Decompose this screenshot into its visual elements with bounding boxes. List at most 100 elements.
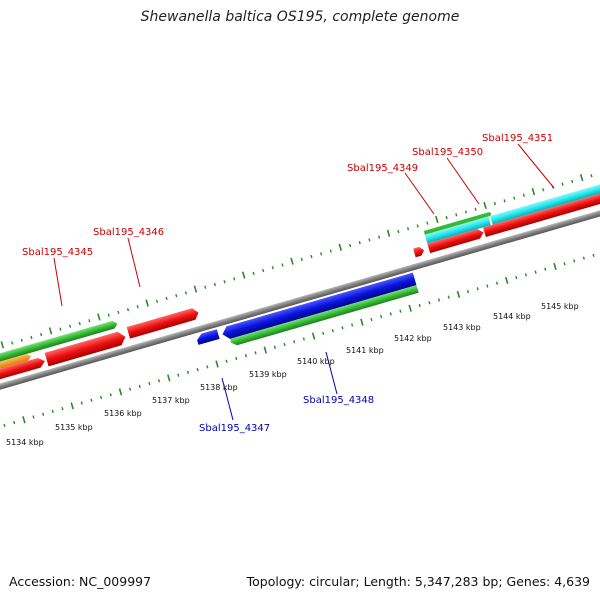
minor-tick (320, 252, 323, 256)
minor-tick (563, 262, 566, 266)
minor-tick (464, 210, 468, 214)
major-tick (290, 257, 294, 265)
minor-tick (262, 268, 265, 273)
major-tick (193, 285, 198, 293)
forward-cds-feature (413, 246, 425, 258)
gene-callouts: Sbal195_4345 Sbal195_4346 Sbal195_4347 S… (22, 133, 555, 434)
minor-tick (90, 398, 93, 402)
minor-tick (513, 196, 516, 200)
minor-tick (126, 307, 130, 312)
gene-label: Sbal195_4348 (303, 395, 374, 406)
minor-tick (466, 289, 470, 294)
minor-tick (283, 342, 286, 347)
major-tick (386, 229, 391, 237)
major-tick (263, 346, 268, 354)
forward-cds-feature (44, 331, 126, 367)
minor-tick (273, 345, 276, 349)
minor-tick (416, 224, 419, 228)
minor-tick (503, 199, 506, 203)
minor-tick (476, 287, 479, 291)
minor-tick (486, 284, 489, 288)
minor-tick (223, 280, 226, 284)
minor-tick (155, 299, 159, 303)
minor-tick (271, 266, 274, 270)
minor-tick (399, 309, 402, 313)
minor-tick (109, 393, 112, 397)
gene-label: Sbal195_4347 (199, 423, 270, 434)
minor-tick (252, 271, 255, 275)
callout-line (127, 237, 141, 288)
forward-tick-row (0, 174, 593, 349)
minor-tick (455, 213, 458, 217)
axis-label: 5138 kbp (200, 383, 238, 392)
gene-label: Sbal195_4349 (347, 163, 418, 174)
minor-tick (20, 338, 23, 342)
reverse-rrna-feature (230, 285, 419, 346)
axis-label: 5144 kbp (493, 312, 531, 321)
minor-tick (426, 221, 429, 225)
genome-title: Shewanella baltica OS195, complete genom… (140, 9, 460, 25)
major-tick (504, 276, 509, 284)
major-tick (48, 327, 53, 335)
accession-label: Accession: NC_009997 (9, 574, 152, 589)
minor-tick (206, 365, 209, 369)
minor-tick (68, 324, 72, 328)
reverse-gene-feature (197, 329, 220, 345)
minor-tick (428, 301, 431, 305)
minor-tick (474, 207, 477, 211)
minor-tick (175, 294, 178, 298)
minor-tick (13, 420, 16, 425)
minor-tick (136, 305, 139, 309)
minor-tick (51, 409, 54, 414)
major-tick (215, 360, 219, 368)
major-tick (435, 215, 439, 223)
minor-tick (544, 267, 547, 271)
minor-tick (42, 412, 45, 416)
minor-tick (447, 295, 450, 299)
minor-tick (117, 310, 120, 314)
minor-tick (368, 238, 371, 242)
minor-tick (213, 282, 216, 287)
axis-labels: 5134 kbp 5135 kbp 5136 kbp 5137 kbp 5138… (6, 302, 579, 447)
minor-tick (406, 227, 410, 231)
minor-tick (281, 263, 284, 267)
minor-tick (165, 296, 168, 301)
major-tick (360, 318, 364, 326)
major-tick (97, 313, 101, 321)
minor-tick (524, 273, 528, 277)
axis-label: 5136 kbp (104, 409, 142, 418)
minor-tick (148, 381, 151, 386)
minor-tick (582, 256, 585, 260)
minor-tick (177, 373, 180, 377)
minor-tick (196, 367, 199, 372)
minor-tick (293, 340, 296, 344)
major-tick (145, 299, 149, 307)
minor-tick (99, 395, 103, 400)
major-tick (579, 174, 584, 182)
minor-tick (329, 249, 332, 253)
forward-cds-feature (126, 308, 199, 339)
minor-tick (370, 317, 373, 322)
minor-tick (534, 270, 537, 274)
minor-tick (61, 406, 64, 411)
minor-tick (349, 243, 352, 248)
minor-tick (389, 312, 392, 316)
minor-tick (331, 328, 334, 333)
axis-label: 5143 kbp (443, 323, 481, 332)
minor-tick (157, 379, 161, 383)
minor-tick (590, 174, 593, 178)
minor-tick (302, 337, 305, 341)
axis-label: 5142 kbp (394, 334, 432, 343)
axis-label: 5145 kbp (541, 302, 579, 311)
axis-label: 5139 kbp (249, 370, 287, 379)
minor-tick (418, 303, 421, 308)
minor-tick (78, 321, 81, 326)
minor-tick (571, 179, 574, 184)
genome-track (0, 152, 600, 448)
minor-tick (495, 281, 499, 285)
minor-tick (88, 319, 91, 323)
minor-tick (573, 259, 576, 263)
minor-tick (493, 202, 497, 206)
minor-tick (138, 384, 141, 388)
minor-tick (351, 323, 354, 327)
